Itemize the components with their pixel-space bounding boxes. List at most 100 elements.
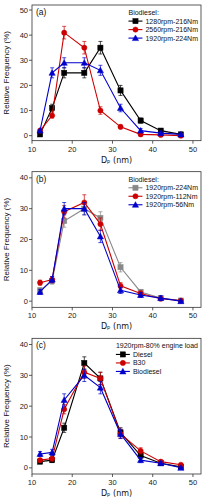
y-tick bbox=[29, 344, 32, 345]
data-point bbox=[50, 277, 55, 282]
y-tick bbox=[29, 270, 32, 271]
x-tick bbox=[112, 474, 113, 477]
error-bar bbox=[50, 456, 54, 461]
y-tick-label: 0 bbox=[24, 297, 28, 306]
error-cap bbox=[62, 77, 66, 78]
x-tick bbox=[32, 474, 33, 477]
legend-title: Biodiesel: bbox=[128, 9, 158, 16]
error-bar bbox=[50, 113, 54, 118]
series bbox=[37, 357, 183, 470]
x-tick-label: 20 bbox=[68, 145, 76, 154]
data-point bbox=[49, 276, 55, 282]
error-bar bbox=[139, 118, 143, 123]
data-point bbox=[117, 287, 123, 293]
data-point bbox=[37, 458, 42, 463]
series-line bbox=[40, 33, 181, 136]
y-tick bbox=[29, 110, 32, 111]
data-point bbox=[138, 118, 143, 123]
series-line bbox=[40, 363, 181, 467]
y-tick-label: 0 bbox=[24, 131, 28, 140]
error-cap bbox=[50, 67, 54, 68]
legend-marker bbox=[133, 194, 138, 199]
series-line bbox=[40, 203, 181, 301]
series-line bbox=[40, 372, 181, 465]
y-tick bbox=[29, 239, 32, 240]
legend-marker bbox=[132, 35, 138, 41]
data-point bbox=[178, 298, 183, 303]
error-cap bbox=[62, 423, 66, 424]
legend-label: B30 bbox=[133, 359, 146, 366]
error-cap bbox=[119, 438, 123, 439]
series-line bbox=[40, 63, 181, 135]
error-bar bbox=[119, 85, 123, 95]
data-point bbox=[62, 70, 67, 75]
plot-data bbox=[37, 357, 184, 470]
y-axis-label: Relative Frequency (%) bbox=[2, 31, 11, 115]
error-cap bbox=[82, 41, 86, 42]
data-point bbox=[98, 108, 103, 113]
error-bar bbox=[62, 68, 66, 78]
x-tick-label: 50 bbox=[189, 311, 197, 320]
data-point bbox=[178, 298, 184, 304]
error-cap bbox=[98, 242, 102, 243]
x-tick-label: 30 bbox=[108, 311, 116, 320]
error-cap bbox=[62, 202, 66, 203]
data-point bbox=[138, 292, 144, 298]
error-cap bbox=[119, 85, 123, 86]
x-tick-label: 10 bbox=[28, 478, 36, 487]
legend-marker bbox=[133, 185, 138, 190]
data-point bbox=[37, 128, 42, 133]
error-cap bbox=[98, 230, 102, 231]
y-tick-label: 40 bbox=[20, 31, 28, 40]
data-point bbox=[61, 60, 67, 66]
x-tick bbox=[112, 141, 113, 144]
x-tick-label: 20 bbox=[68, 311, 76, 320]
error-cap bbox=[119, 429, 123, 430]
x-tick bbox=[72, 307, 73, 310]
error-cap bbox=[82, 202, 86, 203]
legend-label: 1920rpm-224Nm bbox=[145, 35, 198, 43]
panel-label: (b) bbox=[36, 174, 47, 184]
data-point bbox=[81, 60, 87, 66]
data-point bbox=[138, 127, 144, 133]
y-tick-label: 20 bbox=[20, 235, 28, 244]
y-tick bbox=[29, 35, 32, 36]
error-cap bbox=[82, 67, 86, 68]
legend: Biodiesel:1920rpm-224Nm1920rpm-112Nm1920… bbox=[128, 176, 198, 210]
error-cap bbox=[62, 393, 66, 394]
error-cap bbox=[82, 214, 86, 215]
error-cap bbox=[119, 427, 123, 428]
plot-data bbox=[37, 26, 184, 138]
x-tick bbox=[72, 141, 73, 144]
data-point bbox=[98, 221, 103, 226]
y-tick-label: 10 bbox=[20, 106, 28, 115]
data-point bbox=[62, 30, 67, 35]
x-axis-label: Dₚ (nm) bbox=[101, 156, 132, 165]
x-tick bbox=[112, 307, 113, 310]
x-tick bbox=[152, 141, 153, 144]
error-cap bbox=[62, 214, 66, 215]
x-tick-label: 40 bbox=[149, 311, 157, 320]
data-point bbox=[98, 45, 103, 50]
error-cap bbox=[98, 381, 102, 382]
y-tick-label: 40 bbox=[20, 173, 28, 182]
data-point bbox=[37, 127, 43, 133]
error-cap bbox=[98, 393, 102, 394]
x-tick bbox=[152, 474, 153, 477]
error-cap bbox=[62, 406, 66, 407]
error-cap bbox=[98, 217, 102, 218]
error-cap bbox=[82, 356, 86, 357]
data-point bbox=[97, 233, 103, 239]
x-axis-label: Dₚ (nm) bbox=[101, 489, 132, 498]
error-cap bbox=[82, 194, 86, 195]
panel: 102030405001020304050Dₚ (nm)Relative Fre… bbox=[2, 5, 201, 165]
x-tick bbox=[72, 474, 73, 477]
data-point bbox=[158, 295, 164, 301]
legend-label: 1920rpm-112Nm bbox=[145, 193, 197, 201]
data-point bbox=[61, 397, 67, 403]
plot-frame bbox=[32, 172, 201, 308]
legend-title: 1920rpm-80% engine load bbox=[116, 342, 198, 350]
legend: 1920rpm-80% engine loadDieselB30Biodiese… bbox=[116, 342, 198, 375]
error-cap bbox=[82, 53, 86, 54]
error-bar bbox=[62, 423, 66, 432]
